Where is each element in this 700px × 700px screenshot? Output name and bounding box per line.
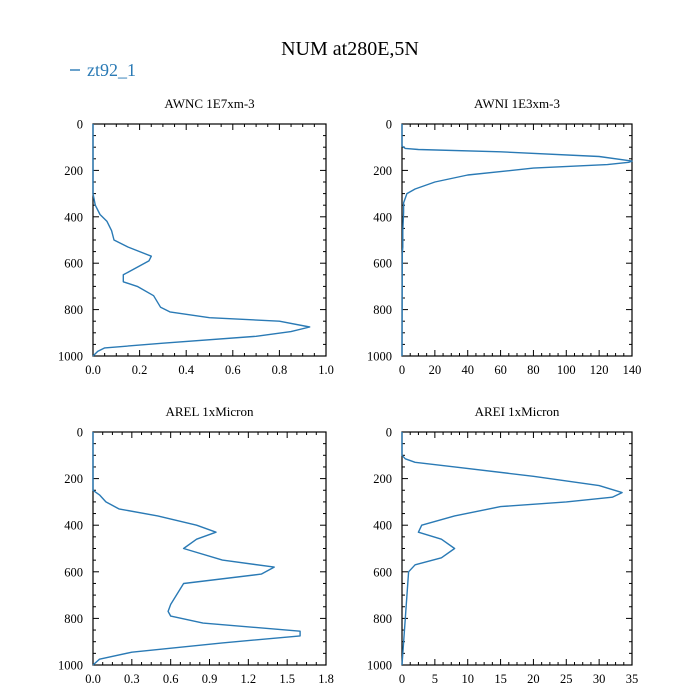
y-tick-label: 600 <box>64 565 83 579</box>
panel-arel: AREL 1xMicron 0.0 0.3 0.6 0.9 1.2 1.5 1.8 0 200 40… <box>58 404 334 686</box>
y-tick-label: 200 <box>373 164 392 178</box>
x-tick-label: 0.6 <box>163 672 179 686</box>
x-tick-label: 25 <box>560 672 573 686</box>
panel-title: AWNC 1E7xm-3 <box>164 96 254 111</box>
x-tick-label: 120 <box>590 363 609 377</box>
x-tick-label: 30 <box>593 672 606 686</box>
x-tick-label: 5 <box>432 672 438 686</box>
series-line-zt92_1 <box>401 124 633 357</box>
x-tick-label: 0.4 <box>178 363 194 377</box>
x-tick-label: 0.8 <box>272 363 288 377</box>
x-tick-label: 35 <box>626 672 639 686</box>
y-tick-label: 1000 <box>58 659 83 673</box>
panel-title: AREI 1xMicron <box>475 404 560 419</box>
y-tick-label: 0 <box>77 118 83 132</box>
y-tick-label: 400 <box>64 210 83 224</box>
y-tick-label: 200 <box>373 472 392 486</box>
x-tick-label: 0.6 <box>225 363 241 377</box>
x-tick-label: 0 <box>399 363 405 377</box>
x-tick-label: 60 <box>494 363 507 377</box>
y-tick-label: 800 <box>64 303 83 317</box>
y-tick-label: 200 <box>64 472 83 486</box>
plot-frame <box>401 431 633 666</box>
x-tick-label: 40 <box>461 363 474 377</box>
y-tick-label: 800 <box>373 612 392 626</box>
y-tick-label: 800 <box>373 303 392 317</box>
y-tick-label: 400 <box>64 519 83 533</box>
x-tick-label: 20 <box>527 672 540 686</box>
x-tick-label: 80 <box>527 363 540 377</box>
x-tick-label: 0 <box>399 672 405 686</box>
series-line-zt92_1 <box>92 432 301 666</box>
legend: zt92_1 <box>70 60 136 80</box>
x-tick-label: 20 <box>429 363 442 377</box>
y-tick-label: 600 <box>64 257 83 271</box>
x-tick-label: 0.2 <box>132 363 148 377</box>
x-tick-label: 0.9 <box>202 672 218 686</box>
panel-awnc: AWNC 1E7xm-3 0.0 0.2 0.4 0.6 0.8 1.0 0 200 400 600… <box>58 96 334 377</box>
y-tick-label: 1000 <box>367 659 392 673</box>
panel-arei: AREI 1xMicron 0 5 10 15 20 25 30 35 0 200 400 600 800… <box>367 404 638 686</box>
x-tick-label: 15 <box>494 672 507 686</box>
y-tick-label: 200 <box>64 164 83 178</box>
y-tick-label: 0 <box>77 426 83 440</box>
x-tick-label: 1.0 <box>318 363 334 377</box>
y-tick-label: 400 <box>373 519 392 533</box>
y-tick-label: 600 <box>373 565 392 579</box>
plot-frame <box>401 123 633 357</box>
panel-title: AWNI 1E3xm-3 <box>474 96 560 111</box>
x-tick-label: 1.8 <box>318 672 334 686</box>
y-tick-label: 1000 <box>367 350 392 364</box>
y-tick-label: 600 <box>373 257 392 271</box>
x-tick-label: 0.3 <box>124 672 140 686</box>
panel-title: AREL 1xMicron <box>166 404 254 419</box>
x-tick-label: 140 <box>623 363 642 377</box>
panel-awni: AWNI 1E3xm-3 0 20 40 60 80 100 120 140 0 200 400 600… <box>367 96 641 377</box>
plot-frame <box>92 123 327 357</box>
legend-label: zt92_1 <box>87 60 136 80</box>
y-tick-label: 0 <box>386 426 392 440</box>
y-tick-label: 1000 <box>58 350 83 364</box>
y-tick-label: 800 <box>64 612 83 626</box>
x-tick-label: 0.0 <box>85 363 101 377</box>
x-tick-label: 100 <box>557 363 576 377</box>
series-line-zt92_1 <box>92 124 311 357</box>
x-tick-label: 1.2 <box>241 672 257 686</box>
series-line-zt92_1 <box>401 432 623 666</box>
x-tick-label: 10 <box>461 672 474 686</box>
x-tick-label: 0.0 <box>85 672 101 686</box>
y-tick-label: 400 <box>373 210 392 224</box>
y-tick-label: 0 <box>386 118 392 132</box>
figure-title: NUM at280E,5N <box>281 38 419 60</box>
x-tick-label: 1.5 <box>279 672 295 686</box>
